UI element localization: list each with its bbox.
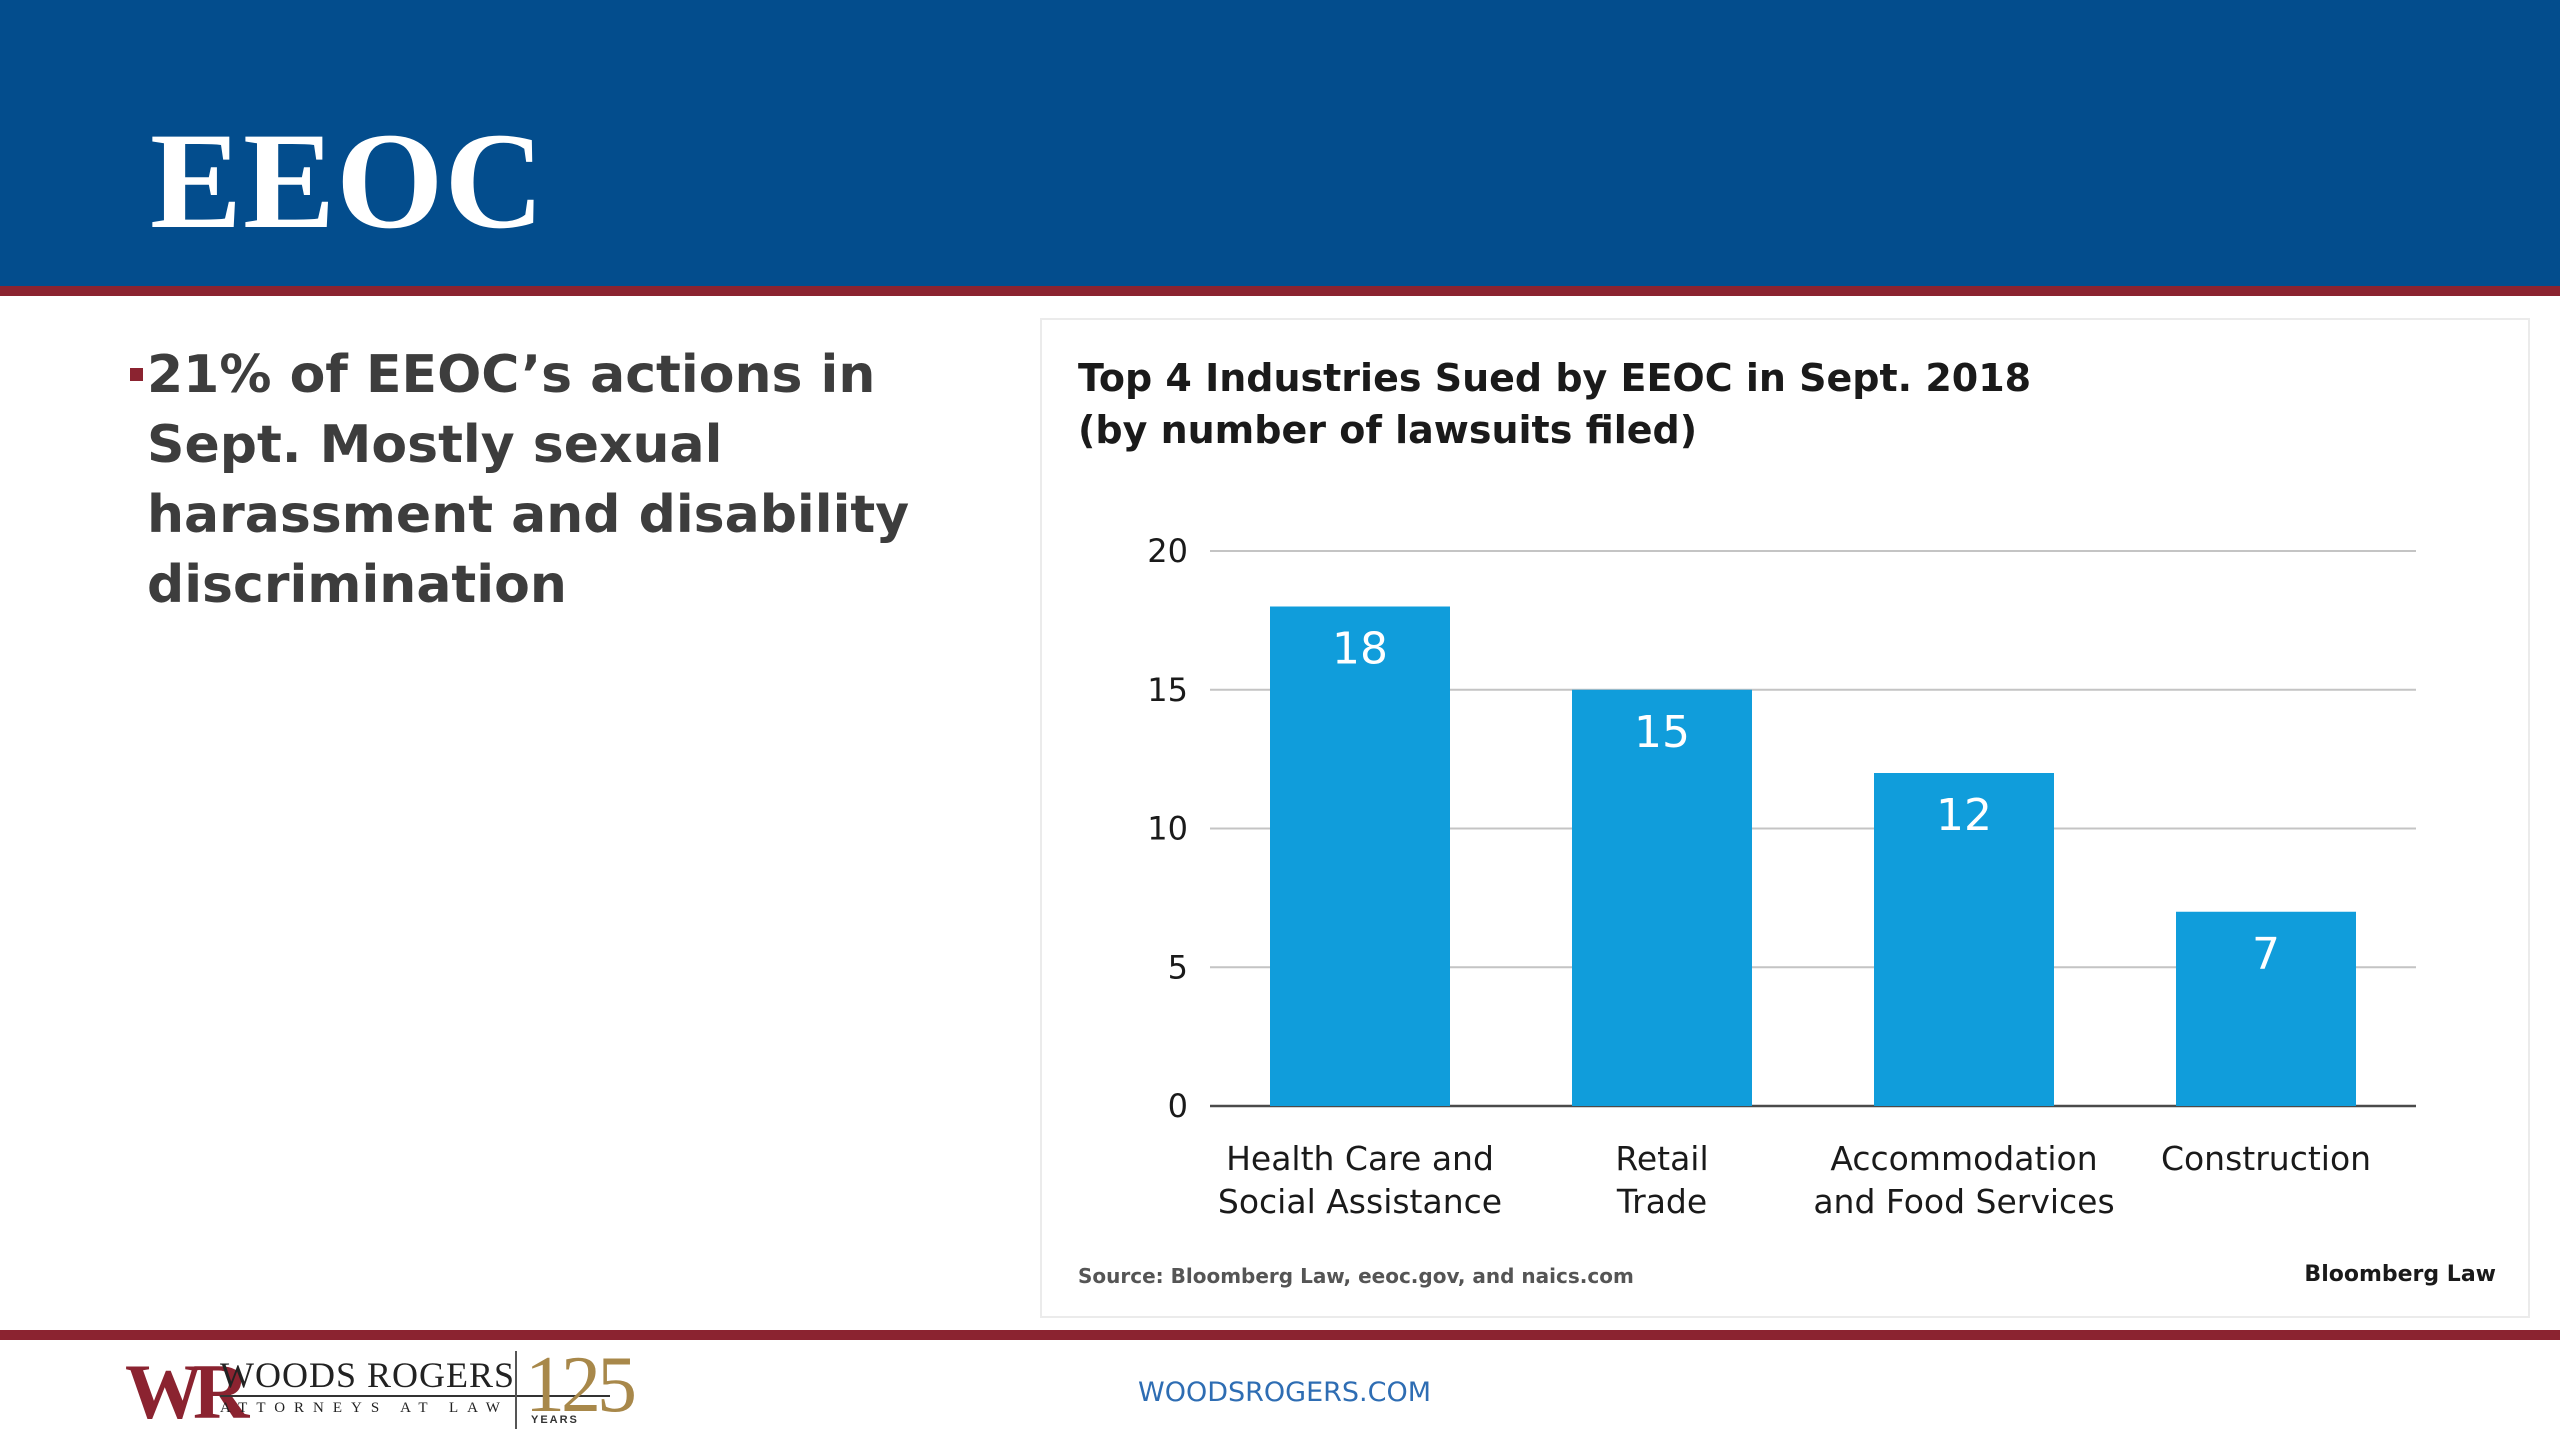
- chart-title-line-2: (by number of lawsuits filed): [1078, 408, 1698, 452]
- chart-brand: Bloomberg Law: [2304, 1262, 2496, 1287]
- bar: [1874, 773, 2054, 1106]
- y-tick-label: 5: [1168, 948, 1188, 986]
- logo-anniversary: 125: [525, 1341, 637, 1429]
- bar: [2176, 911, 2356, 1106]
- header-band: [0, 0, 2560, 286]
- x-category-label: Accommodation and Food Services: [1813, 1139, 2114, 1221]
- logo-tagline: ATTORNEYS AT LAW: [220, 1400, 509, 1416]
- bar-value-label: 15: [1634, 707, 1690, 758]
- footer-divider: [0, 1330, 2560, 1340]
- logo-underline: [220, 1395, 610, 1397]
- y-tick-label: 15: [1147, 671, 1188, 709]
- slide-title: EEOC: [150, 104, 546, 257]
- bar-value-label: 18: [1332, 624, 1388, 675]
- x-category-label: Construction: [2161, 1139, 2371, 1178]
- logo-firm-name: WOODS ROGERS: [220, 1355, 516, 1395]
- bullet-marker: [130, 368, 143, 381]
- chart-title: Top 4 Industries Sued by EEOC in Sept. 2…: [1078, 352, 2278, 456]
- firm-logo: WR WOODS ROGERS ATTORNEYS AT LAW 125 YEA…: [125, 1345, 645, 1435]
- bullet-text: 21% of EEOC’s actions in Sept. Mostly se…: [147, 345, 910, 615]
- header-divider: [0, 286, 2560, 296]
- bar: [1270, 606, 1450, 1106]
- chart-source: Source: Bloomberg Law, eeoc.gov, and nai…: [1078, 1264, 1634, 1288]
- bar-value-label: 7: [2252, 929, 2280, 980]
- chart-title-line-1: Top 4 Industries Sued by EEOC in Sept. 2…: [1078, 356, 2032, 400]
- chart-card: Top 4 Industries Sued by EEOC in Sept. 2…: [1040, 318, 2530, 1318]
- bar-chart: 0 5 10 15 20 18 Health Care and Social Assistan…: [1147, 532, 2416, 1221]
- y-tick-label: 20: [1147, 532, 1188, 570]
- logo-monogram: WR: [125, 1348, 249, 1435]
- x-category-label: Retail Trade: [1615, 1139, 1708, 1221]
- x-category-label: Health Care and Social Assistance: [1218, 1139, 1502, 1221]
- logo-years-label: YEARS: [531, 1414, 579, 1426]
- bar-value-label: 12: [1936, 790, 1992, 841]
- logo-divider: [515, 1351, 517, 1429]
- bar: [1572, 689, 1752, 1106]
- y-tick-label: 10: [1147, 810, 1188, 848]
- y-tick-label: 0: [1168, 1087, 1188, 1125]
- footer-website-link[interactable]: WOODSROGERS.COM: [1138, 1377, 1432, 1408]
